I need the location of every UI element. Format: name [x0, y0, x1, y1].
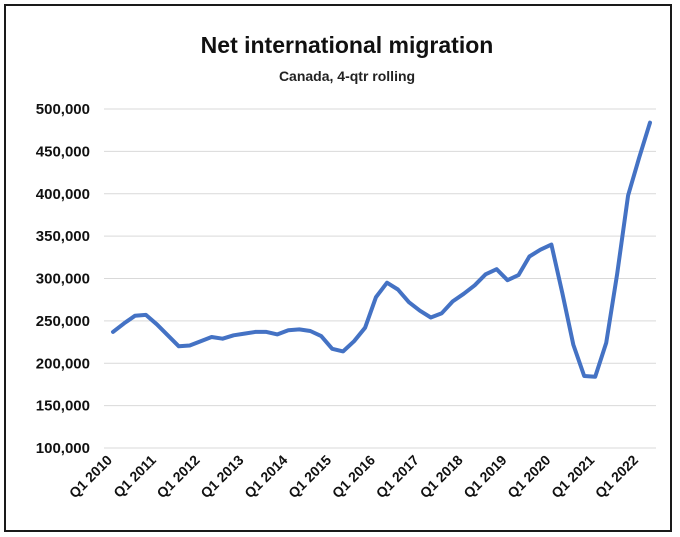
- x-tick-label: Q1 2017: [373, 452, 422, 501]
- gridlines: [104, 108, 656, 449]
- series-line: [111, 120, 652, 379]
- y-tick-label: 350,000: [36, 228, 90, 245]
- y-tick-label: 300,000: [36, 271, 90, 288]
- chart-subtitle: Canada, 4-qtr rolling: [279, 68, 415, 84]
- y-tick-label: 400,000: [36, 186, 90, 203]
- x-tick-label: Q1 2022: [592, 452, 641, 501]
- x-tick-label: Q1 2019: [460, 452, 509, 501]
- x-tick-label: Q1 2020: [504, 452, 553, 501]
- x-tick-label: Q1 2011: [110, 452, 159, 501]
- y-tick-label: 500,000: [36, 101, 90, 118]
- chart-frame: [4, 4, 672, 532]
- x-tick-label: Q1 2014: [241, 452, 290, 501]
- y-tick-label: 200,000: [36, 355, 90, 372]
- y-tick-label: 450,000: [36, 143, 90, 160]
- x-tick-label: Q1 2015: [285, 452, 334, 501]
- y-axis-ticks: 100,000 150,000 200,000 250,000 300,000 350,0…: [36, 101, 90, 457]
- chart-title: Net international migration: [201, 32, 494, 58]
- x-tick-label: Q1 2010: [66, 452, 115, 501]
- x-tick-label: Q1 2016: [329, 452, 378, 501]
- x-tick-label: Q1 2018: [417, 452, 466, 501]
- y-tick-label: 250,000: [36, 313, 90, 330]
- series-layer: [111, 120, 652, 379]
- x-tick-label: Q1 2013: [197, 452, 246, 501]
- y-tick-label: 100,000: [36, 440, 90, 457]
- x-tick-label: Q1 2012: [153, 452, 202, 501]
- y-tick-label: 150,000: [36, 398, 90, 415]
- x-tick-label: Q1 2021: [548, 452, 597, 501]
